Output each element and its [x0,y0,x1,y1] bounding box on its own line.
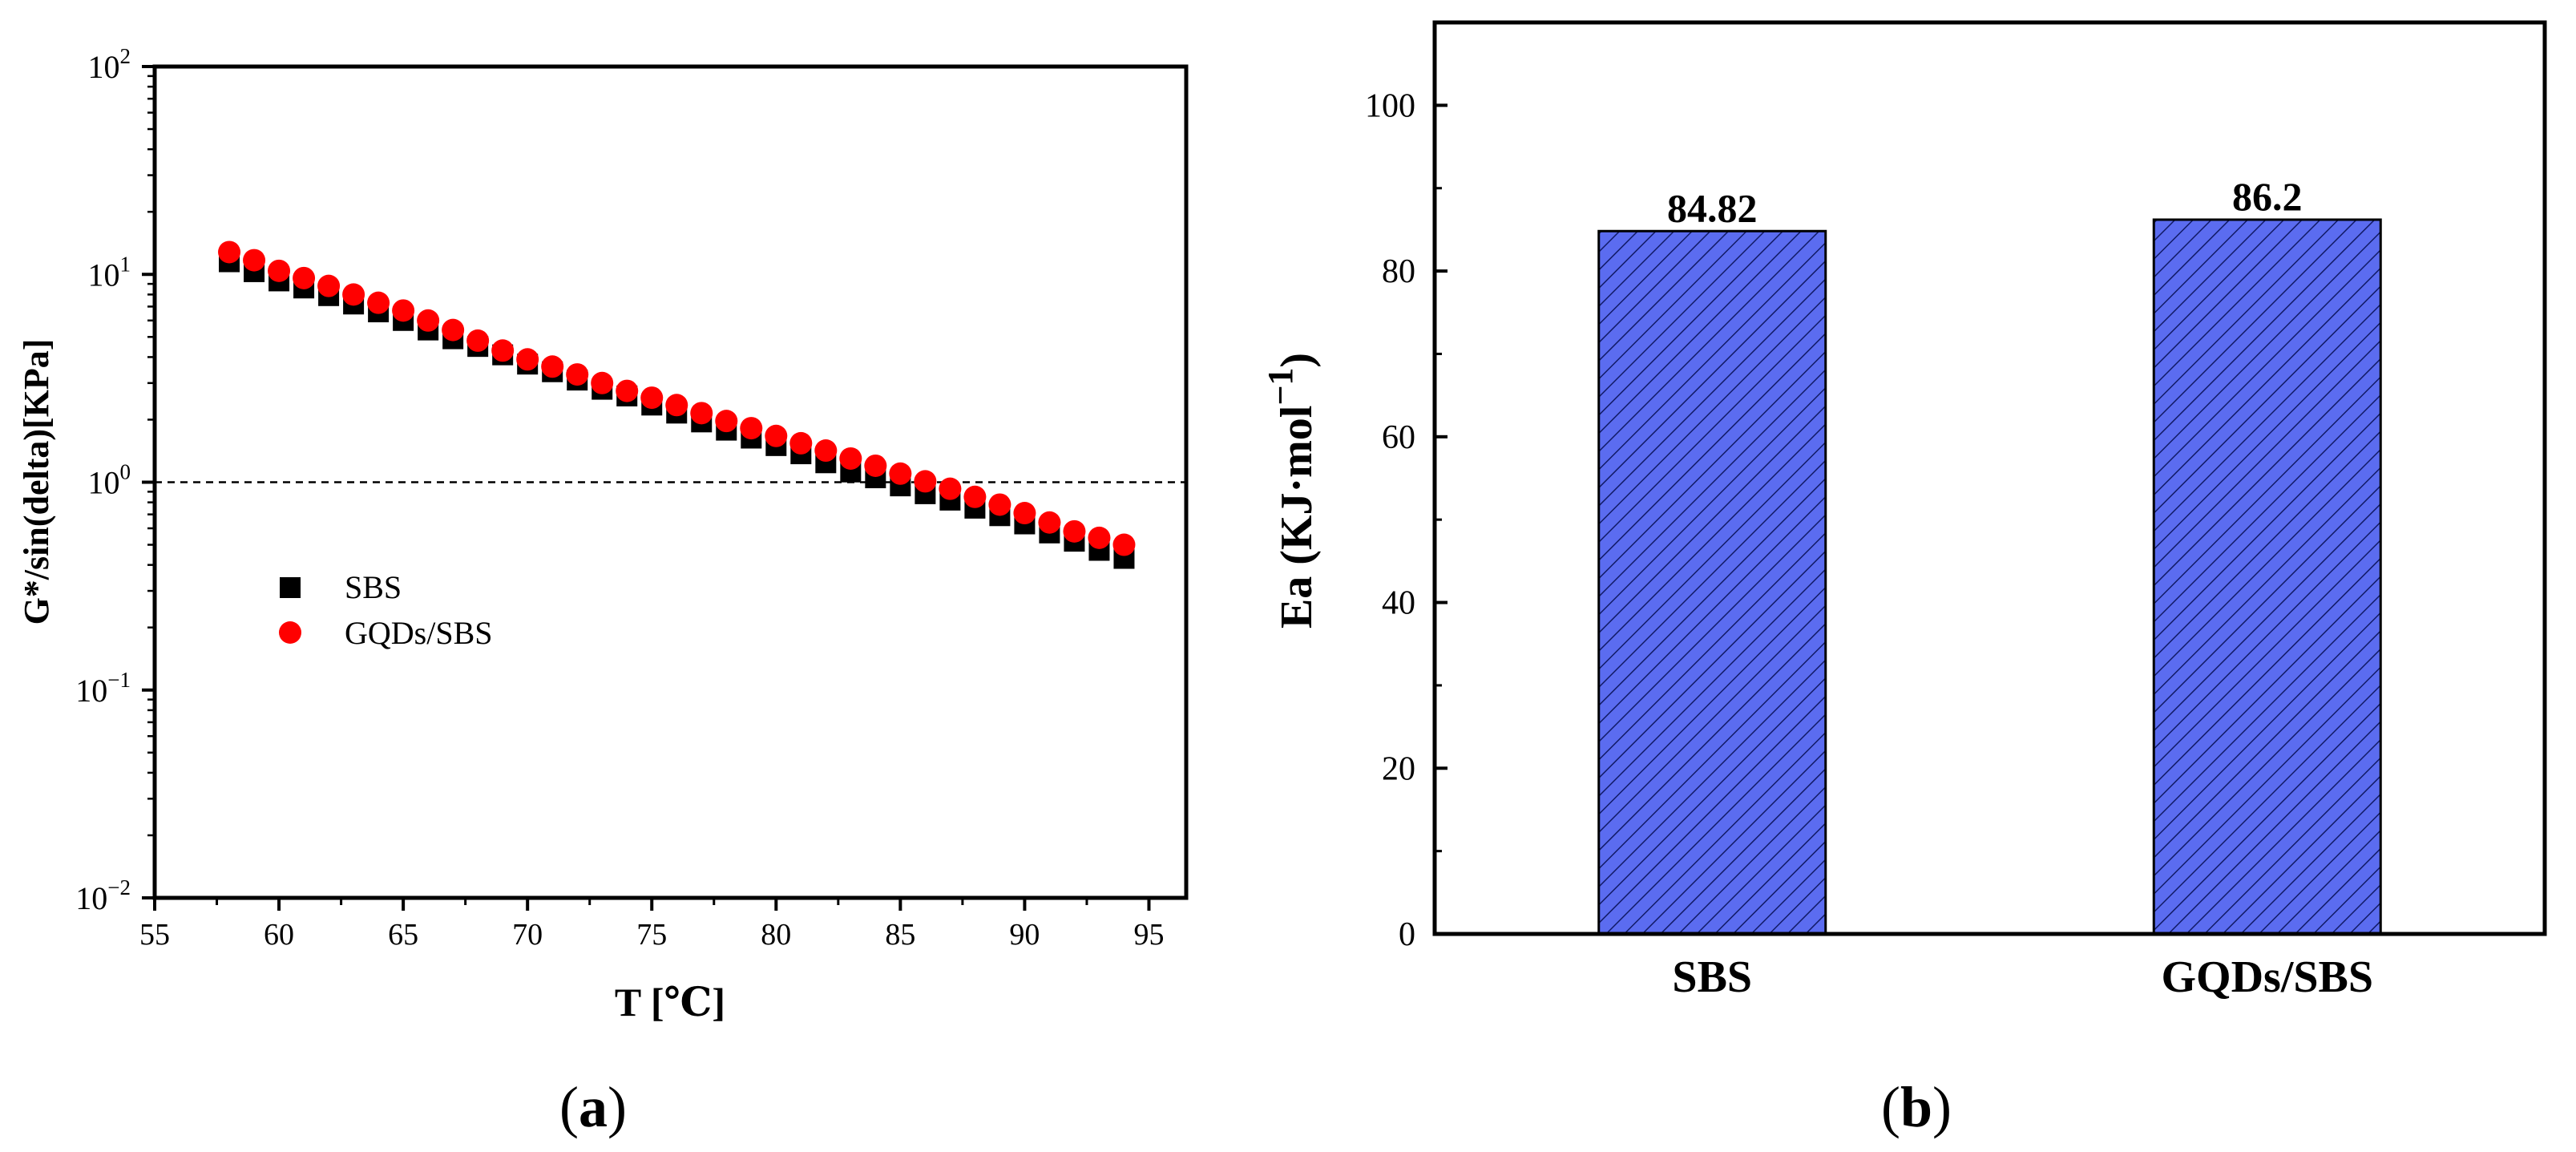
data-point [889,462,912,485]
axis-ticks [142,65,1151,911]
chart-panel-b: 84.82 86.2 0 20 40 60 80 100 SBS GQDs/SB… [1261,20,2547,1139]
data-point [541,355,564,378]
data-point [988,493,1011,516]
data-point [640,386,664,410]
data-point [417,309,440,332]
x-tick-label: 55 [139,918,170,952]
y-tick-label: 102 [88,44,131,85]
x-tick-label: 75 [636,918,667,952]
data-point [243,249,266,272]
data-point [1038,511,1061,534]
y-tick-label: 0 [1399,916,1415,953]
x-tick-label: 60 [264,918,294,952]
y-tick-label: 100 [88,460,131,501]
data-point [491,339,515,362]
data-point [939,477,962,500]
y-tick-label: 20 [1382,750,1415,787]
data-point [516,348,539,371]
category-label-sbs: SBS [1672,952,1752,1002]
data-point [839,447,862,470]
legend-marker-sbs [280,577,301,598]
legend-label-sbs: SBS [345,569,402,605]
data-point [715,410,738,433]
data-point [963,485,987,508]
data-point [268,259,291,282]
data-point [591,371,614,394]
data-point [342,283,365,306]
x-axis-title: T [℃] [615,980,725,1025]
bar-gqds-sbs [2152,218,2382,936]
y-tick-label: 80 [1382,253,1415,290]
series-gqds-sbs [218,241,1136,556]
y-tick-labels: 0 20 40 60 80 100 [1365,87,1415,953]
data-point [740,417,763,440]
data-point [218,241,241,264]
category-labels: SBS GQDs/SBS [1672,952,2373,1002]
data-point [1112,533,1136,556]
data-point [1013,502,1036,525]
y-axis-title: Ea (KJ·mol−1) [1261,353,1322,629]
panel-label-a: (a) [559,1075,627,1139]
x-tick-labels: 55 60 65 70 75 80 85 90 95 [139,918,1164,952]
bars [1597,218,2382,936]
data-point [317,274,341,297]
x-tick-label: 85 [885,918,915,952]
legend-label-gqds-sbs: GQDs/SBS [345,615,493,651]
x-tick-label: 65 [388,918,418,952]
y-tick-label: 10−2 [75,875,131,916]
legend: SBS GQDs/SBS [279,569,493,651]
panel-label-b: (b) [1881,1075,1952,1139]
data-point [566,363,589,386]
data-point [1063,519,1086,543]
data-point [616,379,639,402]
data-point [293,266,316,289]
data-label-gqds-sbs: 86.2 [2232,174,2303,219]
y-tick-label: 10−1 [75,668,131,709]
y-axis-title: G*/sin(delta)[KPa] [17,339,56,625]
x-tick-label: 95 [1133,918,1164,952]
x-tick-label: 90 [1009,918,1040,952]
y-tick-label: 101 [88,252,131,293]
y-tick-labels: 10−2 10−1 100 101 102 [75,44,131,916]
data-point [392,299,415,322]
bar-sbs [1597,229,1827,936]
x-tick-label: 80 [761,918,791,952]
data-point [789,431,813,455]
data-point [665,394,688,417]
y-tick-label: 60 [1382,419,1415,456]
data-point [466,329,490,352]
data-point [864,454,887,477]
data-label-sbs: 84.82 [1667,185,1758,230]
data-point [690,402,713,425]
data-labels: 84.82 86.2 [1667,174,2303,230]
data-points [218,241,1136,569]
data-point [1088,526,1111,549]
plot-frame [152,64,1189,900]
axis-ticks [1435,103,2269,936]
x-tick-label: 70 [512,918,543,952]
y-tick-label: 100 [1365,87,1415,124]
category-label-gqds-sbs: GQDs/SBS [2161,952,2373,1002]
data-point [367,291,390,314]
plot-frame [1432,20,2547,936]
data-point [814,439,838,463]
data-point [765,424,788,447]
chart-panel-a: 55 60 65 70 75 80 85 90 95 10−2 10−1 100… [17,44,1189,1139]
data-point [442,318,465,342]
legend-marker-gqds-sbs [279,621,301,644]
data-point [914,470,937,493]
y-tick-label: 40 [1382,585,1415,622]
